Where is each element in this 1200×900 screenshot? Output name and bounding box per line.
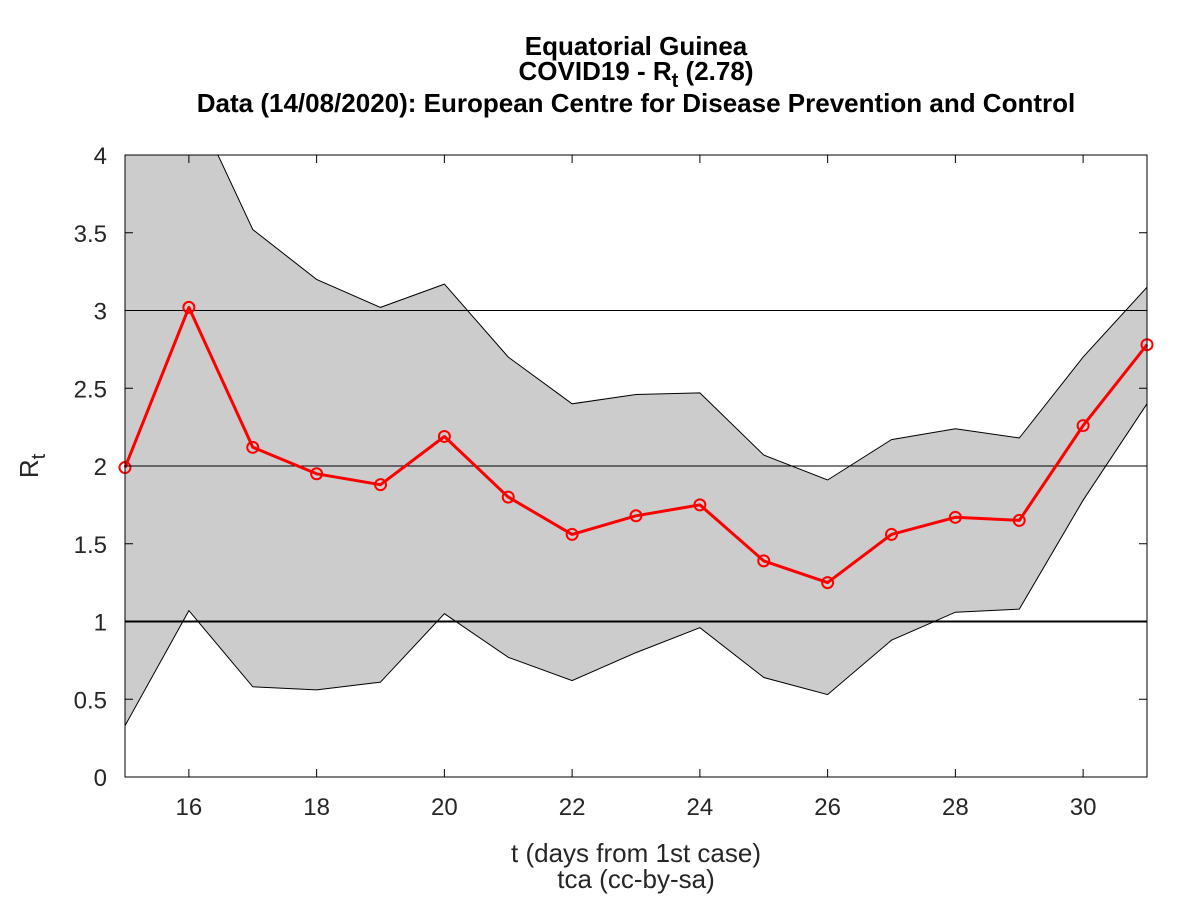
y-tick-label: 2 <box>94 454 107 481</box>
y-tick-label: 3.5 <box>74 221 107 248</box>
data-point <box>1076 419 1090 433</box>
chart-title-source: Data (14/08/2020): European Centre for D… <box>197 88 1075 118</box>
footer-credit: tca (cc-by-sa) <box>557 864 714 894</box>
data-point <box>821 576 835 590</box>
chart-title-metric-main: COVID19 - R <box>519 56 672 86</box>
data-point <box>757 554 771 568</box>
data-point <box>885 527 898 541</box>
data-point <box>629 509 643 523</box>
y-axis-label-sub: t <box>28 453 50 459</box>
chart-title-metric-sub: t <box>672 70 679 92</box>
data-point <box>374 478 387 492</box>
chart-title-country: Equatorial Guinea <box>525 31 748 61</box>
y-tick-label: 4 <box>94 143 107 170</box>
data-point <box>310 467 324 481</box>
data-point <box>948 510 962 524</box>
x-tick-label: 26 <box>814 794 841 821</box>
y-axis-label-main: R <box>14 459 44 478</box>
x-tick-label: 28 <box>942 794 969 821</box>
data-point <box>501 490 515 504</box>
confidence-band <box>125 155 1147 726</box>
data-point <box>1012 513 1026 527</box>
chart-title-metric: COVID19 - Rt (2.78) <box>519 56 754 92</box>
y-tick-label: 0 <box>94 765 107 792</box>
data-point <box>565 527 579 541</box>
ticks-layer: 16 18 20 22 24 26 28 30 0 0.5 1 1.5 2 2.5 3 3.5 4 <box>74 143 1147 821</box>
y-tick-label: 1 <box>94 610 107 637</box>
data-point <box>437 429 451 443</box>
x-tick-label: 22 <box>559 794 586 821</box>
x-tick-label: 24 <box>687 794 714 821</box>
y-tick-label: 2.5 <box>74 376 107 403</box>
x-tick-label: 16 <box>176 794 203 821</box>
data-point <box>182 300 196 314</box>
series-line <box>123 305 1149 585</box>
y-tick-label: 1.5 <box>74 532 107 559</box>
x-tick-label: 30 <box>1070 794 1097 821</box>
x-tick-label: 20 <box>431 794 458 821</box>
y-tick-label: 3 <box>94 299 107 326</box>
band-lower-edge <box>125 403 1147 726</box>
chart-title-metric-tail: (2.78) <box>678 56 753 86</box>
data-point <box>246 440 260 454</box>
x-axis-label: t (days from 1st case) <box>511 838 761 868</box>
x-tick-label: 18 <box>303 794 330 821</box>
band-upper-edge <box>217 155 1147 481</box>
y-axis-label: Rt <box>14 453 50 478</box>
data-point <box>693 498 707 512</box>
y-tick-label: 0.5 <box>74 687 107 714</box>
confidence-band-layer <box>125 155 1147 726</box>
